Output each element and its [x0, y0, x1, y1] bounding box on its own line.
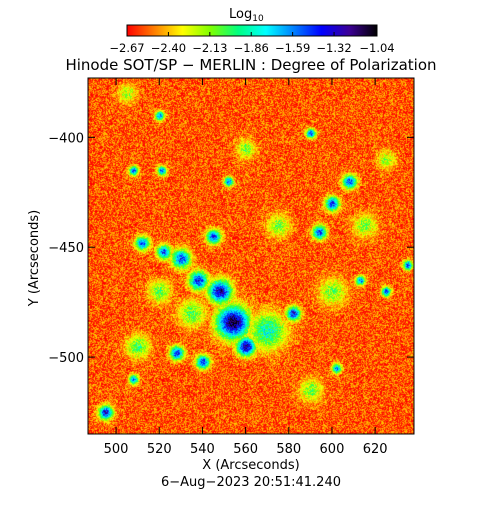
heatmap-container: [88, 78, 414, 434]
x-axis-tick-label: 560: [233, 442, 258, 457]
colorbar-tick-label: −2.13: [192, 41, 227, 55]
colorbar-tick-label: −2.67: [109, 41, 144, 55]
x-axis-tick-label: 520: [147, 442, 172, 457]
colorbar-tick-label: −1.32: [316, 41, 351, 55]
x-axis-label: X (Arcseconds): [202, 458, 299, 473]
y-axis-tick-label: −450: [48, 241, 84, 256]
x-axis-tick-labels: 500 520 540 560 580 600 620: [104, 442, 388, 457]
heatmap-image: [88, 78, 414, 434]
y-axis-tick-label: −500: [48, 351, 84, 366]
colorbar-ticks: [126, 32, 378, 36]
x-axis-ticks: [115, 78, 376, 434]
colorbar-tick-label: −2.40: [151, 41, 186, 55]
x-axis-tick-label: 540: [190, 442, 215, 457]
colorbar-tick-labels: −2.67 −2.40 −2.13 −1.86 −1.59 −1.32 −1.04: [109, 41, 394, 55]
y-axis-ticks: [88, 136, 414, 358]
colorbar: [126, 24, 378, 37]
chart-title: Hinode SOT/SP − MERLIN : Degree of Polar…: [65, 56, 436, 74]
y-axis-tick-label: −400: [48, 131, 84, 146]
y-axis-label: Y (Arcseconds): [27, 210, 42, 307]
x-axis-tick-label: 620: [363, 442, 388, 457]
x-axis-tick-label: 600: [320, 442, 345, 457]
x-axis-tick-label: 580: [276, 442, 301, 457]
y-axis-tick-labels: −400 −450 −500: [48, 131, 84, 366]
colorbar-tick-label: −1.86: [234, 41, 269, 55]
x-axis-tick-label: 500: [104, 442, 129, 457]
colorbar-label-subscript: 10: [252, 14, 264, 24]
colorbar-label: Log10: [229, 7, 264, 24]
colorbar-tick-label: −1.04: [359, 41, 394, 55]
colorbar-tick-label: −1.59: [275, 41, 310, 55]
timestamp-label: 6−Aug−2023 20:51:41.240: [161, 475, 341, 490]
plot-frame: [87, 77, 415, 435]
